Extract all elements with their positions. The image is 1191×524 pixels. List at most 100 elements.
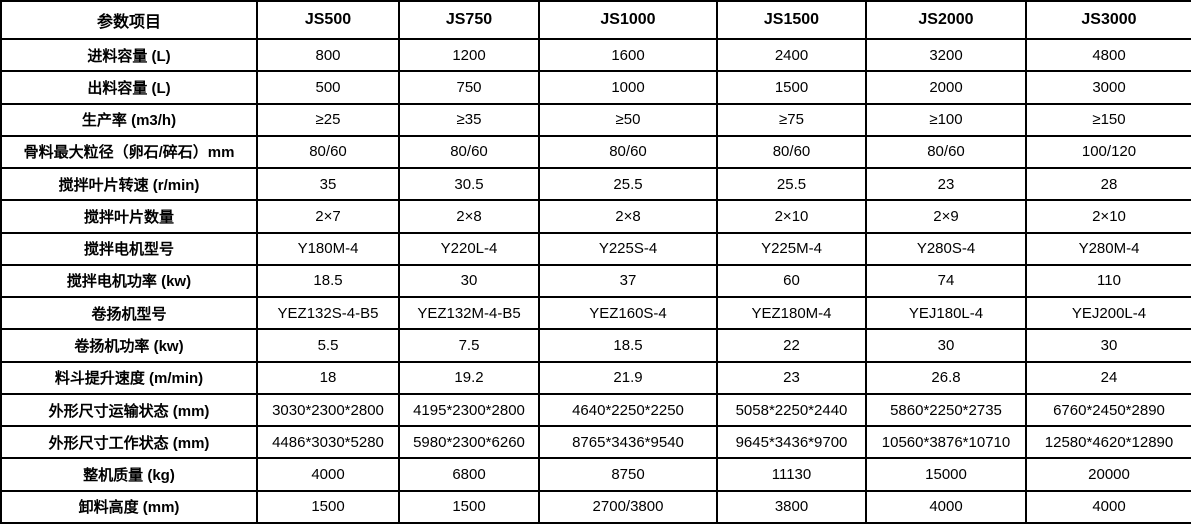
cell: 35 [256,167,400,202]
cell: 1200 [398,37,540,73]
cell: 4000 [1025,489,1191,524]
cell: 30 [1025,328,1191,363]
cell: 26.8 [865,360,1027,395]
cell: 12580*4620*12890 [1025,425,1191,460]
cell: 3030*2300*2800 [256,392,400,428]
cell: Y225M-4 [716,231,867,266]
cell: 80/60 [865,134,1027,170]
cell: ≥75 [716,102,867,137]
table-row: 卷扬机功率 (kw) 5.5 7.5 18.5 22 30 30 [0,328,1191,363]
row-label: 外形尺寸运输状态 (mm) [0,392,258,428]
cell: 30 [398,263,540,299]
table-row: 整机质量 (kg) 4000 6800 8750 11130 15000 20000 [0,457,1191,492]
cell: 18.5 [256,263,400,299]
table-body: 进料容量 (L) 800 1200 1600 2400 3200 4800 出料容量 (L) 5… [0,37,1191,524]
cell: 80/60 [256,134,400,170]
row-label: 搅拌叶片数量 [0,199,258,234]
cell: 500 [256,70,400,105]
cell: 1000 [538,70,718,105]
cell: 37 [538,263,718,299]
row-label: 卷扬机型号 [0,296,258,331]
cell: YEZ180M-4 [716,296,867,331]
cell: 6800 [398,457,540,492]
cell: 2×9 [865,199,1027,234]
cell: ≥150 [1025,102,1191,137]
row-label: 整机质量 (kg) [0,457,258,492]
row-label: 搅拌电机功率 (kw) [0,263,258,299]
header-row: 参数项目 JS500 JS750 JS1000 JS1500 JS2000 JS3000 [0,0,1191,40]
cell: 5.5 [256,328,400,363]
cell: 24 [1025,360,1191,395]
table-row: 出料容量 (L) 500 750 1000 1500 2000 3000 [0,70,1191,105]
cell: 1500 [398,489,540,524]
cell: 23 [716,360,867,395]
table-row: 搅拌叶片数量 2×7 2×8 2×8 2×10 2×9 2×10 [0,199,1191,234]
column-header: JS3000 [1025,0,1191,40]
cell: Y280M-4 [1025,231,1191,266]
row-label: 骨料最大粒径（卵石/碎石）mm [0,134,258,170]
cell: YEJ200L-4 [1025,296,1191,331]
cell: 2700/3800 [538,489,718,524]
column-header: JS500 [256,0,400,40]
cell: 2×10 [1025,199,1191,234]
cell: 4000 [865,489,1027,524]
table-row: 搅拌电机功率 (kw) 18.5 30 37 60 74 110 [0,263,1191,299]
cell: 5058*2250*2440 [716,392,867,428]
cell: 28 [1025,167,1191,202]
table-row: 生产率 (m3/h) ≥25 ≥35 ≥50 ≥75 ≥100 ≥150 [0,102,1191,137]
row-label: 出料容量 (L) [0,70,258,105]
cell: 2×8 [398,199,540,234]
cell: ≥25 [256,102,400,137]
cell: 30.5 [398,167,540,202]
cell: YEZ132S-4-B5 [256,296,400,331]
cell: YEZ132M-4-B5 [398,296,540,331]
table-row: 料斗提升速度 (m/min) 18 19.2 21.9 23 26.8 24 [0,360,1191,395]
cell: 7.5 [398,328,540,363]
row-label: 搅拌叶片转速 (r/min) [0,167,258,202]
cell: 80/60 [716,134,867,170]
cell: 3200 [865,37,1027,73]
row-label: 卸料高度 (mm) [0,489,258,524]
cell: 4195*2300*2800 [398,392,540,428]
column-header: JS750 [398,0,540,40]
cell: 6760*2450*2890 [1025,392,1191,428]
cell: 60 [716,263,867,299]
cell: 110 [1025,263,1191,299]
cell: 30 [865,328,1027,363]
cell: 2×10 [716,199,867,234]
cell: 23 [865,167,1027,202]
cell: 5860*2250*2735 [865,392,1027,428]
cell: 19.2 [398,360,540,395]
cell: 18 [256,360,400,395]
cell: 11130 [716,457,867,492]
row-label: 外形尺寸工作状态 (mm) [0,425,258,460]
cell: 74 [865,263,1027,299]
cell: 2×7 [256,199,400,234]
cell: 1500 [256,489,400,524]
cell: YEJ180L-4 [865,296,1027,331]
cell: 25.5 [716,167,867,202]
cell: 8765*3436*9540 [538,425,718,460]
cell: 4800 [1025,37,1191,73]
cell: 2000 [865,70,1027,105]
cell: 4640*2250*2250 [538,392,718,428]
cell: ≥100 [865,102,1027,137]
table-row: 外形尺寸运输状态 (mm) 3030*2300*2800 4195*2300*280… [0,392,1191,428]
table-row: 搅拌叶片转速 (r/min) 35 30.5 25.5 25.5 23 28 [0,167,1191,202]
cell: ≥35 [398,102,540,137]
cell: 21.9 [538,360,718,395]
cell: 2400 [716,37,867,73]
table-row: 卸料高度 (mm) 1500 1500 2700/3800 3800 4000 4000 [0,489,1191,524]
table-row: 骨料最大粒径（卵石/碎石）mm 80/60 80/60 80/60 80/60 80/60… [0,134,1191,170]
cell: 3800 [716,489,867,524]
cell: 20000 [1025,457,1191,492]
cell: 750 [398,70,540,105]
row-label: 进料容量 (L) [0,37,258,73]
table-row: 进料容量 (L) 800 1200 1600 2400 3200 4800 [0,37,1191,73]
cell: 3000 [1025,70,1191,105]
table-row: 搅拌电机型号 Y180M-4 Y220L-4 Y225S-4 Y225M-4 Y280S-… [0,231,1191,266]
row-label: 料斗提升速度 (m/min) [0,360,258,395]
cell: 4000 [256,457,400,492]
cell: 25.5 [538,167,718,202]
